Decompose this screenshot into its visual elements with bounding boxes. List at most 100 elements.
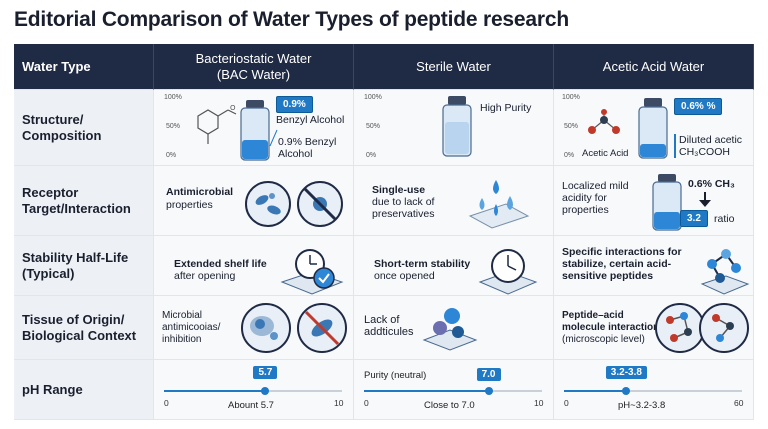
bac-composition-label: Benzyl Alcohol [276, 114, 345, 126]
axis-tick-0: 0% [166, 152, 177, 159]
svg-text:O: O [230, 104, 236, 112]
sterile-receptor-cell: Single-use due to lack of preservatives [354, 166, 554, 236]
acetic-tissue-cell: Peptide–acid molecule interaction (micro… [554, 296, 754, 360]
sterile-composition-cell: 100% 50% 0% High Purity [354, 90, 554, 166]
row-label-text: Stability Half-Life (Typical) [22, 249, 129, 281]
bac-composition-cell: 100% 50% 0% O 0.9% Benzyl Alcohol 0.9% B… [154, 90, 354, 166]
acetic-ph-cell: 3.2-3.8 0 60 pH~3.2-3.8 [554, 360, 754, 420]
ph-max-label: 10 [534, 398, 544, 408]
ph-min-label: 0 [564, 398, 569, 408]
acetic-molecule-label: Acetic Acid [582, 148, 629, 159]
sterile-tissue-cell: Lack of addticules [354, 296, 554, 360]
acetic-receptor-concentration: 0.6% CH₃ [688, 178, 735, 190]
ph-marker [622, 387, 631, 395]
sterile-ph-cell: Purity (neutral) 7.0 0 10 Close to 7.0 [354, 360, 554, 420]
ph-track [564, 390, 742, 392]
acetic-receptor-ratio: ratio [714, 213, 735, 225]
header-water-type: Water Type [14, 44, 154, 90]
sterile-stability-text: once opened [374, 270, 435, 282]
sterile-vial-icon [442, 96, 472, 157]
row-label-text: pH Range [22, 381, 83, 397]
ph-value-badge: 7.0 [476, 368, 501, 381]
bac-ph-cell: 5.7 0 10 Abount 5.7 [154, 360, 354, 420]
ph-fill [364, 390, 489, 392]
ph-min-label: 0 [164, 398, 169, 408]
bac-vial-icon [240, 100, 270, 161]
sterile-receptor-bold: Single-use [372, 184, 426, 196]
axis-tick-100: 100% [164, 94, 182, 101]
axis-tick-100: 100% [364, 94, 382, 101]
header-bac-water: Bacteriostatic Water (BAC Water) [154, 44, 354, 90]
header-bac-label: Bacteriostatic Water (BAC Water) [195, 50, 312, 82]
row-label-stability: Stability Half-Life (Typical) [14, 236, 154, 296]
header-acetic-acid-water: Acetic Acid Water [554, 44, 754, 90]
bac-stability-cell: Extended shelf life after opening [154, 236, 354, 296]
row-label-ph: pH Range [14, 360, 154, 420]
acetic-composition-cell: 100% 50% 0% Acetic Acid 0.6% % Diluted a… [554, 90, 754, 166]
row-label-text: Tissue of Origin/ Biological Context [22, 311, 137, 343]
sterile-stability-cell: Short-term stability once opened [354, 236, 554, 296]
axis-tick-0: 0% [366, 152, 377, 159]
bac-receptor-text: properties [166, 199, 213, 211]
extended-timer-icon [280, 249, 344, 295]
axis-tick-0: 0% [564, 152, 575, 159]
bac-stability-text: after opening [174, 270, 236, 282]
ph-max-label: 60 [734, 398, 744, 408]
acetic-tissue-text: (microscopic level) [562, 334, 645, 345]
ph-max-label: 10 [334, 398, 344, 408]
no-microbe-icon [297, 303, 347, 353]
pointer-line-icon [269, 129, 278, 147]
acetic-acid-molecule-icon [588, 109, 620, 134]
page-title: Editorial Comparison of Water Types of p… [14, 8, 569, 31]
axis-tick-50: 50% [366, 123, 381, 130]
acetic-tissue-bold: Peptide–acid molecule interaction [562, 310, 660, 333]
axis-tick-100: 100% [562, 94, 580, 101]
axis-tick-50: 50% [166, 123, 181, 130]
bac-tissue-cell: Microbial antimicooias/ inhibition [154, 296, 354, 360]
bac-receptor-cell: Antimicrobial properties [154, 166, 354, 236]
peptide-interaction-icon [655, 303, 749, 353]
bac-receptor-bold: Antimicrobial [166, 186, 234, 198]
short-timer-icon [478, 249, 538, 295]
bac-stability-bold: Extended shelf life [174, 258, 267, 270]
water-drops-icon [468, 180, 530, 229]
acetic-concentration-badge: 0.6% % [674, 98, 723, 115]
acetic-receptor-cell: Localized mild acidity for properties 0.… [554, 166, 754, 236]
ph-value-badge: 3.2-3.8 [605, 366, 647, 379]
header-sterile-water: Sterile Water [354, 44, 554, 90]
row-label-text: Structure/ Composition [22, 111, 102, 143]
row-label-text: Receptor Target/Interaction [22, 184, 131, 216]
axis-tick-50: 50% [564, 123, 579, 130]
row-label-receptor: Receptor Target/Interaction [14, 166, 154, 236]
bac-concentration-badge: 0.9% [276, 96, 313, 113]
bac-composition-note: 0.9% Benzyl Alcohol [278, 136, 337, 160]
sterile-composition-label: High Purity [480, 102, 532, 114]
molecule-structure-icon [700, 249, 750, 295]
ph-min-label: 0 [364, 398, 369, 408]
comparison-table: Water Type Bacteriostatic Water (BAC Wat… [14, 44, 754, 420]
particle-cluster-icon [422, 308, 478, 351]
acetic-composition-note: Diluted acetic CH₃COOH [674, 134, 742, 158]
row-label-tissue: Tissue of Origin/ Biological Context [14, 296, 154, 360]
bac-tissue-text: Microbial antimicooias/ inhibition [162, 310, 221, 345]
acetic-stability-cell: Specific interactions for stabilize, cer… [554, 236, 754, 296]
ph-marker [261, 387, 270, 395]
ph-value-badge: 5.7 [253, 366, 278, 379]
ph-marker [484, 387, 493, 395]
cell-icon [241, 303, 291, 353]
no-bacteria-icon [297, 181, 343, 227]
sterile-stability-bold: Short-term stability [374, 258, 471, 270]
benzyl-alcohol-molecule-icon: O [197, 104, 237, 144]
row-label-composition: Structure/ Composition [14, 90, 154, 166]
ph-caption: Close to 7.0 [424, 400, 475, 411]
ph-caption: Abount 5.7 [228, 400, 274, 411]
ph-fill [564, 390, 627, 392]
acetic-vial-icon [638, 98, 668, 159]
ph-caption: pH~3.2-3.8 [618, 400, 666, 411]
sterile-tissue-text: Lack of addticules [364, 314, 414, 338]
acetic-receptor-badge: 3.2 [680, 210, 708, 227]
ph-prefix: Purity (neutral) [364, 370, 427, 381]
acetic-receptor-text: Localized mild acidity for properties [562, 180, 629, 216]
acetic-receptor-vial-icon [652, 174, 682, 231]
arrow-down-icon [699, 192, 711, 207]
